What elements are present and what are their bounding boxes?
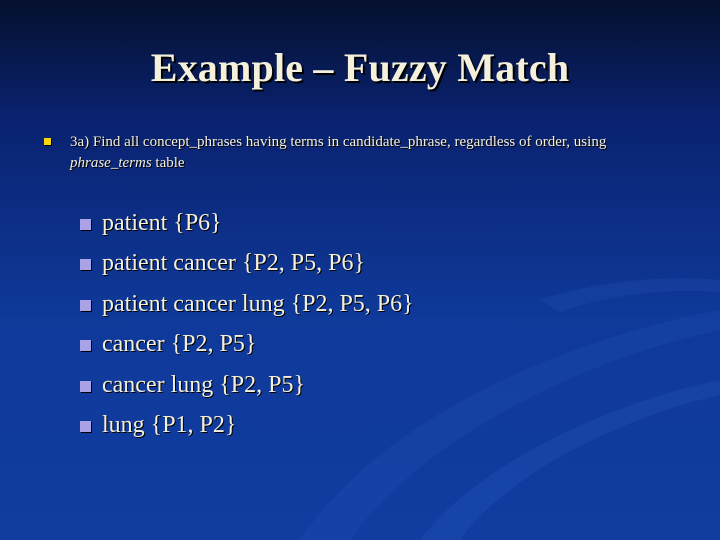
lead-text: 3a) Find all concept_phrases having term… <box>70 132 664 174</box>
square-bullet-icon <box>80 340 91 352</box>
square-bullet-icon <box>80 420 91 432</box>
list-item-label: lung {P1, P2} <box>102 411 237 438</box>
square-bullet-icon <box>80 219 91 230</box>
list-item: patient {P6} <box>80 206 414 246</box>
list-item: cancer lung {P2, P5} <box>80 368 414 408</box>
square-bullet-icon <box>80 299 91 311</box>
lead-text-emphasis: phrase_terms <box>70 155 152 171</box>
list-item-label: cancer lung {P2, P5} <box>102 371 306 398</box>
slide-title: Example – Fuzzy Match <box>150 45 570 90</box>
list-item: cancer {P2, P5} <box>80 327 414 367</box>
square-bullet-icon <box>44 138 51 145</box>
list-item-label: patient cancer lung {P2, P5, P6} <box>102 290 414 317</box>
lead-text-prefix: 3a) Find all concept_phrases having term… <box>70 134 607 150</box>
list-item: lung {P1, P2} <box>80 408 414 448</box>
list-item-label: patient cancer {P2, P5, P6} <box>102 250 365 277</box>
phrase-match-list: patient {P6} patient cancer {P2, P5, P6}… <box>80 206 414 448</box>
square-bullet-icon <box>80 380 91 392</box>
list-item: patient cancer {P2, P5, P6} <box>80 246 414 286</box>
square-bullet-icon <box>80 259 91 271</box>
list-item-label: patient {P6} <box>102 210 222 236</box>
list-item-label: cancer {P2, P5} <box>102 331 257 358</box>
lead-bullet-point: 3a) Find all concept_phrases having term… <box>44 132 664 174</box>
lead-text-suffix: table <box>151 155 185 171</box>
list-item: patient cancer lung {P2, P5, P6} <box>80 287 414 327</box>
